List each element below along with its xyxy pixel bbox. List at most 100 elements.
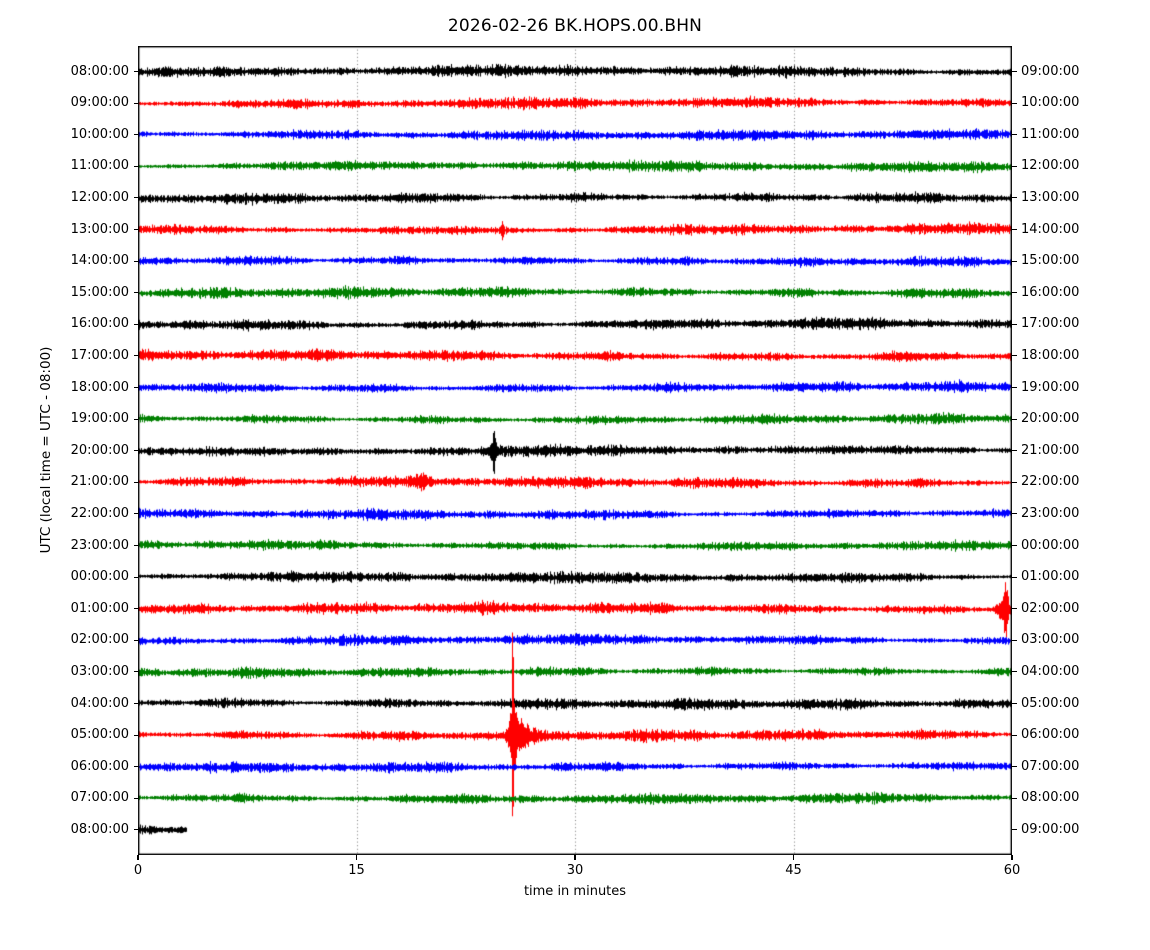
local-time-label: 16:00:00 <box>1021 284 1080 300</box>
left-tick-mark <box>133 260 138 262</box>
local-time-label: 17:00:00 <box>1021 316 1080 332</box>
right-tick-mark <box>1012 386 1017 389</box>
right-tick-mark <box>1012 418 1017 420</box>
utc-time-label: 06:00:00 <box>70 758 129 774</box>
right-tick-mark <box>1012 355 1017 357</box>
local-time-label: 06:00:00 <box>1021 727 1080 743</box>
local-time-label: 13:00:00 <box>1021 189 1080 205</box>
right-tick-mark <box>1012 639 1017 641</box>
left-tick-mark <box>133 70 138 73</box>
local-time-label: 04:00:00 <box>1021 663 1080 679</box>
utc-time-label: 14:00:00 <box>70 253 129 269</box>
utc-time-label: 08:00:00 <box>70 821 129 837</box>
local-time-label: 12:00:00 <box>1021 158 1080 174</box>
left-tick-mark <box>133 513 138 515</box>
left-tick-mark <box>133 102 138 104</box>
utc-time-label: 17:00:00 <box>70 347 129 363</box>
left-tick-mark <box>133 829 138 831</box>
utc-time-label: 18:00:00 <box>70 379 129 395</box>
figure-title: 2026-02-26 BK.HOPS.00.BHN <box>447 16 703 36</box>
utc-time-label: 05:00:00 <box>70 727 129 743</box>
left-tick-mark <box>133 292 138 294</box>
right-tick-mark <box>1012 292 1017 294</box>
right-tick-mark <box>1012 671 1017 673</box>
local-time-label: 11:00:00 <box>1021 126 1080 142</box>
utc-time-label: 13:00:00 <box>70 221 129 237</box>
right-tick-mark <box>1012 260 1017 262</box>
left-tick-mark <box>133 608 138 610</box>
left-tick-mark <box>133 386 138 389</box>
local-time-label: 15:00:00 <box>1021 253 1080 269</box>
left-tick-mark <box>133 702 138 705</box>
x-tick-label: 60 <box>1003 863 1021 878</box>
local-time-label: 09:00:00 <box>1021 821 1080 837</box>
local-time-label: 08:00:00 <box>1021 790 1080 806</box>
right-tick-mark <box>1012 323 1017 325</box>
right-tick-mark <box>1012 165 1017 167</box>
right-tick-mark <box>1012 766 1017 768</box>
utc-time-label: 04:00:00 <box>70 695 129 711</box>
bottom-tick-mark <box>792 855 795 860</box>
utc-time-label: 02:00:00 <box>70 632 129 648</box>
utc-time-label: 12:00:00 <box>70 189 129 205</box>
utc-time-label: 22:00:00 <box>70 505 129 521</box>
left-tick-mark <box>133 766 138 768</box>
right-tick-mark <box>1012 702 1017 705</box>
plot-area <box>138 46 1012 855</box>
local-time-label: 14:00:00 <box>1021 221 1080 237</box>
utc-time-label: 03:00:00 <box>70 663 129 679</box>
left-tick-mark <box>133 197 138 199</box>
right-tick-mark <box>1012 481 1017 483</box>
bottom-tick-mark <box>137 855 139 860</box>
local-time-label: 02:00:00 <box>1021 600 1080 616</box>
left-tick-mark <box>133 134 138 136</box>
left-tick-mark <box>133 797 138 799</box>
x-tick-label: 45 <box>785 863 802 878</box>
utc-time-label: 08:00:00 <box>70 63 129 79</box>
right-tick-mark <box>1012 450 1017 452</box>
seismogram-canvas <box>138 46 1012 855</box>
x-axis-label: time in minutes <box>523 884 627 899</box>
local-time-label: 10:00:00 <box>1021 95 1080 111</box>
left-tick-mark <box>133 671 138 673</box>
local-time-label: 09:00:00 <box>1021 63 1080 79</box>
bottom-tick-mark <box>1011 855 1013 860</box>
right-tick-mark <box>1012 228 1017 231</box>
right-tick-mark <box>1012 829 1017 831</box>
utc-time-label: 01:00:00 <box>70 600 129 616</box>
bottom-tick-mark <box>574 855 576 860</box>
right-tick-mark <box>1012 608 1017 610</box>
left-tick-mark <box>133 323 138 325</box>
x-tick-label: 0 <box>133 863 143 878</box>
left-tick-mark <box>133 734 138 736</box>
local-time-label: 23:00:00 <box>1021 505 1080 521</box>
right-tick-mark <box>1012 576 1017 578</box>
local-time-label: 05:00:00 <box>1021 695 1080 711</box>
utc-time-label: 00:00:00 <box>70 569 129 585</box>
right-tick-mark <box>1012 797 1017 799</box>
right-tick-mark <box>1012 544 1017 547</box>
right-tick-mark <box>1012 102 1017 104</box>
left-tick-mark <box>133 418 138 420</box>
right-tick-mark <box>1012 734 1017 736</box>
utc-time-label: 11:00:00 <box>70 158 129 174</box>
utc-time-label: 20:00:00 <box>70 442 129 458</box>
local-time-label: 21:00:00 <box>1021 442 1080 458</box>
local-time-label: 19:00:00 <box>1021 379 1080 395</box>
left-tick-mark <box>133 544 138 547</box>
utc-time-label: 09:00:00 <box>70 95 129 111</box>
x-tick-label: 30 <box>566 863 584 878</box>
left-tick-mark <box>133 165 138 167</box>
utc-time-label: 19:00:00 <box>70 411 129 427</box>
x-tick-label: 15 <box>348 863 365 878</box>
left-tick-mark <box>133 355 138 357</box>
local-time-label: 20:00:00 <box>1021 411 1080 427</box>
right-tick-mark <box>1012 134 1017 136</box>
left-tick-mark <box>133 228 138 231</box>
left-tick-mark <box>133 481 138 483</box>
utc-time-label: 07:00:00 <box>70 790 129 806</box>
utc-time-label: 23:00:00 <box>70 537 129 553</box>
left-tick-mark <box>133 576 138 578</box>
utc-time-label: 10:00:00 <box>70 126 129 142</box>
utc-time-label: 21:00:00 <box>70 474 129 490</box>
